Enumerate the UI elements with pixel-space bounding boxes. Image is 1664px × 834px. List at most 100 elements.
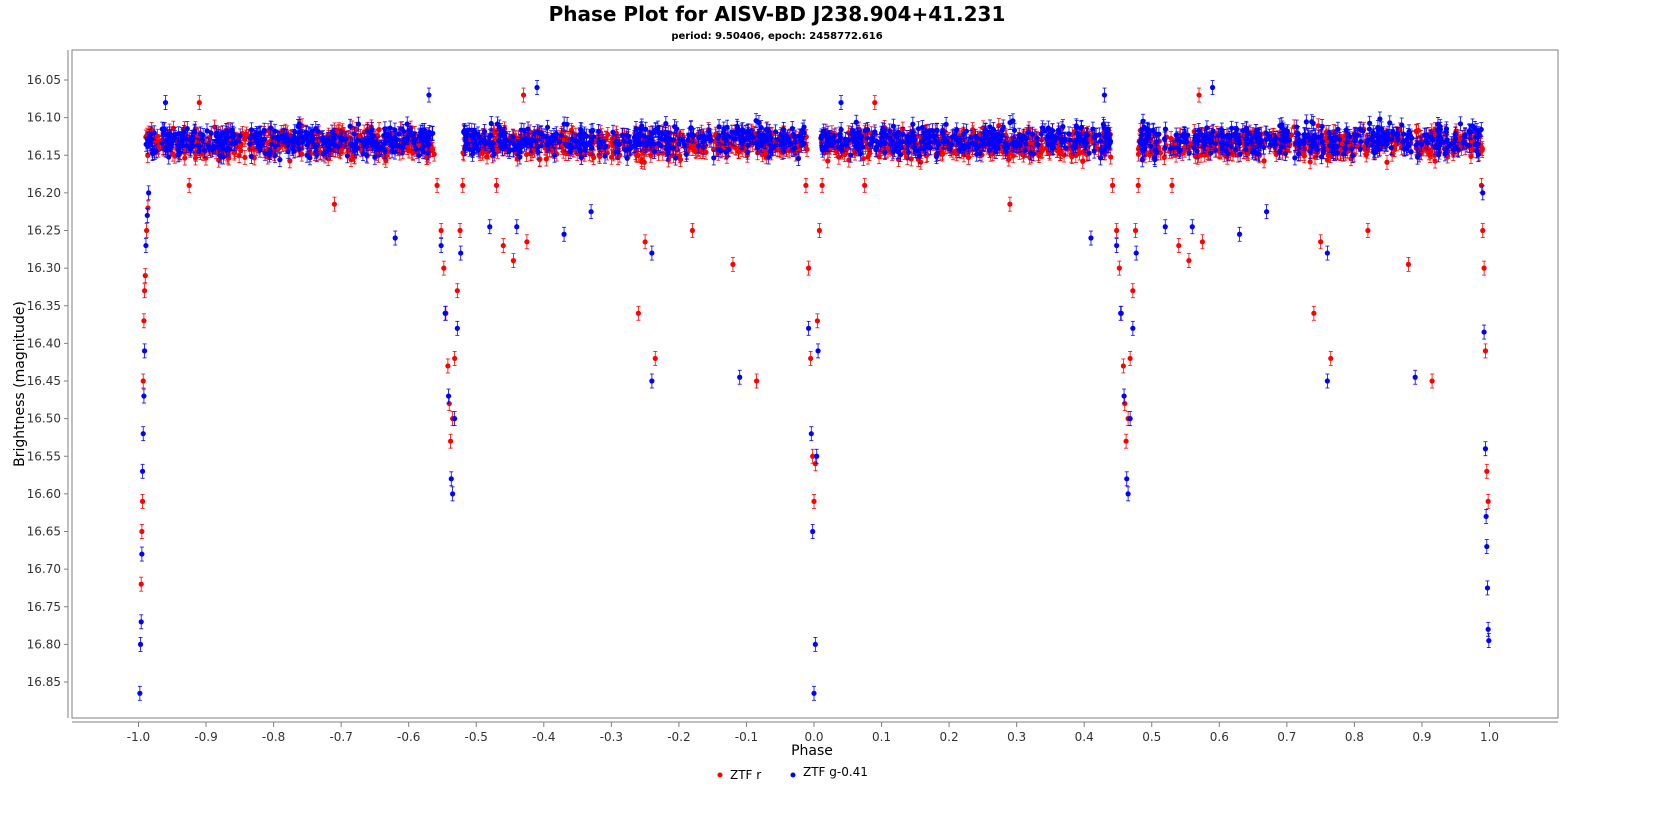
ztf-g-point (261, 136, 267, 142)
x-tick-label: -0.7 (329, 730, 352, 744)
ztf-g-point (216, 145, 222, 151)
ztf-r-point (353, 126, 359, 132)
ztf-g-point (361, 142, 367, 148)
x-tick-label: 0.9 (1412, 730, 1431, 744)
ztf-g-point (381, 141, 387, 147)
ztf-g-point (270, 134, 276, 140)
ztf-g-point (214, 130, 220, 136)
x-tick-label: 0.8 (1345, 730, 1364, 744)
x-tick-label: -0.6 (397, 730, 420, 744)
ztf-g-point (210, 144, 216, 150)
ztf-r-point (287, 158, 293, 164)
ztf-r-point (192, 155, 199, 161)
x-tick-label: 0.5 (1142, 730, 1161, 744)
ztf-r-point (543, 156, 549, 162)
ztf-g-point (416, 152, 422, 159)
ztf-g-point (386, 134, 392, 140)
ztf-g-point (368, 130, 374, 136)
y-tick-label: 16.65 (27, 525, 61, 539)
x-tick-label: -0.1 (735, 730, 758, 744)
x-tick-label: -0.4 (532, 730, 555, 744)
ztf-g-point (399, 126, 405, 132)
ztf-r-point (639, 156, 645, 163)
ztf-g-point (425, 141, 431, 147)
x-tick-label: 0.4 (1075, 730, 1094, 744)
y-tick-label: 16.10 (27, 111, 61, 125)
ztf-g-point (363, 152, 370, 158)
ztf-g-point (315, 128, 321, 135)
ztf-g-point (404, 121, 410, 127)
ztf-r-point (243, 131, 249, 137)
ztf-g-point (304, 137, 310, 143)
ztf-g-point (347, 123, 353, 129)
ztf-g-point (172, 131, 178, 137)
ztf-r-point (231, 150, 237, 156)
ztf-g-point (159, 140, 165, 146)
ztf-g-point (237, 133, 243, 139)
y-tick-label: 16.85 (27, 675, 61, 689)
y-tick-label: 16.25 (27, 224, 61, 238)
ztf-g-point (350, 143, 356, 149)
ztf-g-point (328, 139, 334, 145)
ztf-g-point (272, 153, 278, 159)
ztf-g-point (351, 131, 357, 137)
ztf-g-point (217, 134, 223, 140)
ztf-r-point (154, 133, 161, 139)
ztf-r-point (351, 154, 357, 160)
ztf-g-point (285, 148, 291, 155)
ztf-g-point (163, 147, 169, 153)
y-axis-ticks: 16.05 16.10 16.15 16.20 16.25 16.30 16.35 16.40… (27, 73, 68, 689)
ztf-g-point (230, 134, 236, 140)
y-tick-label: 16.55 (27, 449, 61, 463)
ztf-g-point (188, 146, 194, 152)
chart-title: Phase Plot for AISV-BD J238.904+41.231 (549, 2, 1006, 26)
x-tick-label: 1.0 (1480, 730, 1499, 744)
x-tick-label: 0.7 (1277, 730, 1296, 744)
ztf-g-point (304, 152, 310, 158)
y-tick-label: 16.20 (27, 186, 61, 200)
dense-data-band (143, 111, 1485, 170)
ztf-g-point (290, 143, 296, 149)
ztf-g-point (337, 134, 343, 140)
ztf-g-point (235, 138, 241, 144)
ztf-g-point (382, 149, 388, 155)
x-tick-label: 0.0 (804, 730, 823, 744)
ztf-g-point (603, 143, 609, 149)
y-tick-label: 16.35 (27, 299, 61, 313)
ztf-g-point (201, 147, 208, 153)
y-tick-label: 16.30 (27, 261, 61, 275)
ztf-g-point (281, 133, 288, 139)
ztf-r-point (145, 152, 151, 159)
ztf-g-point (298, 129, 304, 135)
ztf-g-point (162, 127, 168, 133)
ztf-g-point (275, 136, 282, 143)
ztf-g-point (177, 149, 183, 156)
x-tick-label: -0.9 (194, 730, 217, 744)
ztf-g-point (355, 121, 362, 127)
ztf-g-point (261, 127, 267, 133)
x-tick-label: 0.3 (1007, 730, 1026, 744)
ztf-g-point (354, 137, 360, 143)
ztf-g-point (256, 142, 262, 148)
ztf-g-point (229, 140, 235, 147)
ztf-g-point (189, 134, 195, 140)
x-tick-label: -1.0 (127, 730, 150, 744)
x-axis-label: Phase (791, 743, 833, 759)
ztf-g-point (166, 154, 172, 160)
ztf-g-point (378, 145, 384, 151)
y-axis-label: Brightness (magnitude) (12, 301, 28, 467)
ztf-g-point (179, 136, 185, 142)
ztf-r-point (733, 145, 739, 151)
ztf-g-point (369, 142, 376, 148)
ztf-g-point (389, 144, 396, 150)
ztf-g-point (344, 153, 351, 159)
ztf-g-point (184, 126, 190, 132)
ztf-r-point (804, 146, 810, 152)
ztf-g-point (332, 142, 338, 149)
y-tick-label: 16.70 (27, 562, 61, 576)
ztf-g-point (262, 150, 268, 156)
ztf-g-point (192, 128, 198, 134)
ztf-g-point (208, 130, 214, 136)
y-tick-label: 16.50 (27, 412, 61, 426)
